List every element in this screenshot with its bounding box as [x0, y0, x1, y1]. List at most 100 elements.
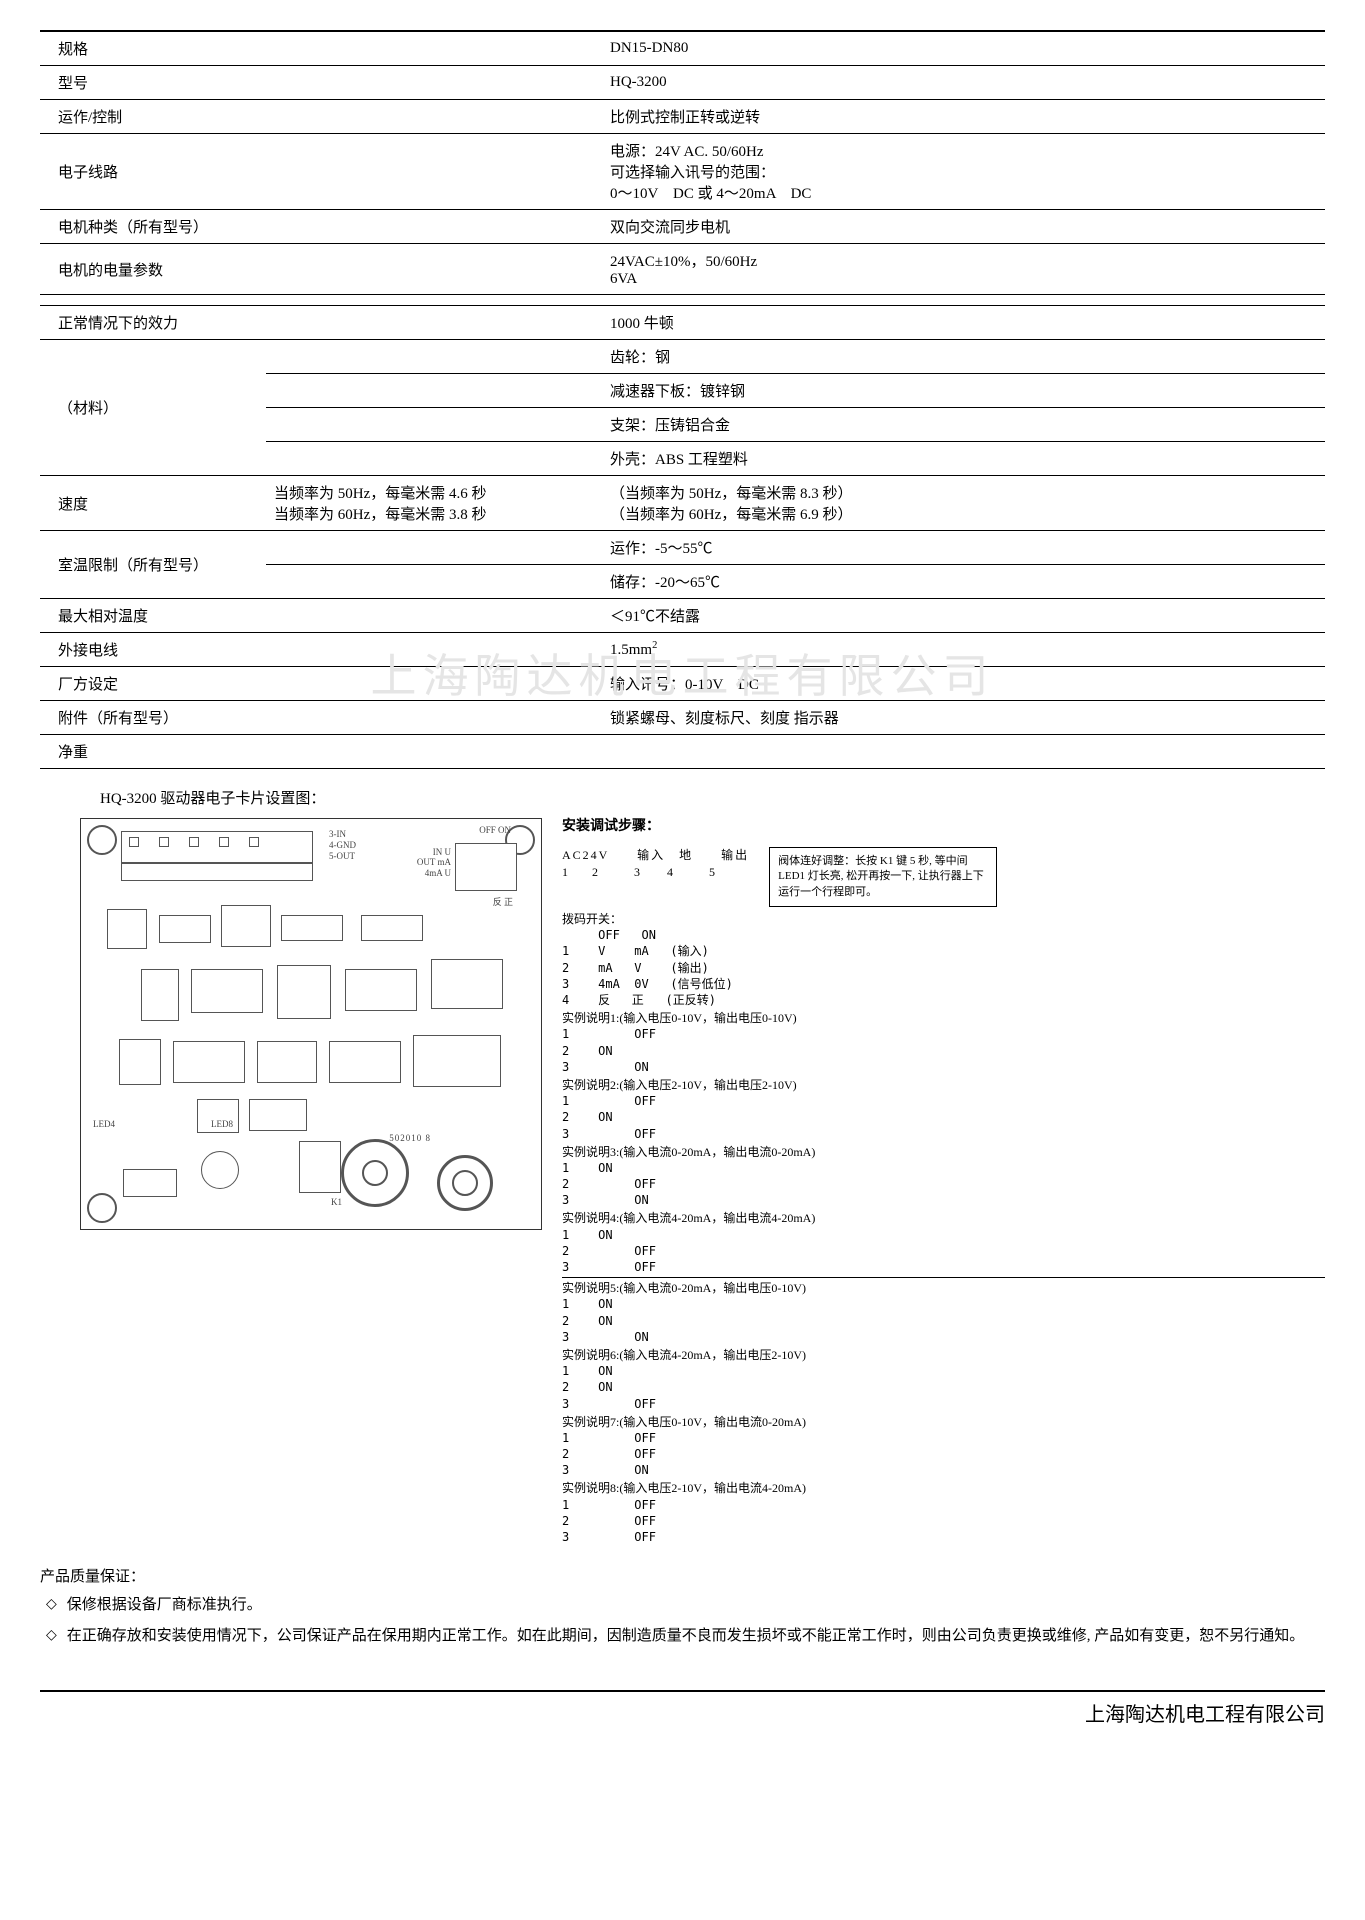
- spec-value: DN15-DN80: [602, 31, 1325, 66]
- spec-value: 锁紧螺母、刻度标尺、刻度 指示器: [602, 701, 1325, 735]
- example-title: 实例说明8:(输入电压2-10V，输出电流4-20mA): [562, 1480, 1325, 1496]
- pcb-label: 反 正: [493, 895, 513, 908]
- spec-value: 运作：-5～55℃: [602, 531, 1325, 565]
- pcb-diagram: 3-IN 4-GND 5-OUT OFF ON IN U OUT mA 4mA …: [80, 818, 542, 1230]
- spec-label: （材料）: [40, 340, 266, 476]
- pcb-section-title: HQ-3200 驱动器电子卡片设置图：: [100, 787, 1325, 808]
- example-title: 实例说明6:(输入电流4-20mA，输出电压2-10V): [562, 1347, 1325, 1363]
- example-line: 2 ON: [562, 1379, 1325, 1395]
- spec-value: 输入讯号：0-10V DC: [602, 667, 1325, 701]
- example-line: 2 OFF: [562, 1243, 1325, 1259]
- spec-label: 最大相对温度: [40, 599, 266, 633]
- pcb-label: 4-GND: [329, 840, 356, 850]
- spec-value: 双向交流同步电机: [602, 210, 1325, 244]
- dip-row: 1 V mA (输入): [562, 943, 1325, 959]
- example-line: 1 OFF: [562, 1093, 1325, 1109]
- adjust-note-box: 阀体连好调整：长按 K1 键 5 秒, 等中间 LED1 灯长亮, 松开再按一下…: [769, 847, 997, 907]
- example-block: 实例说明6:(输入电流4-20mA，输出电压2-10V)1 ON2 ON3 OF…: [562, 1347, 1325, 1412]
- spec-mid: [266, 66, 602, 100]
- steps-title: 安装调试步骤：: [562, 818, 1325, 837]
- diamond-bullet-icon: ◇: [46, 1592, 57, 1617]
- spec-mid: [266, 31, 602, 66]
- spec-mid: [266, 599, 602, 633]
- example-line: 3 ON: [562, 1059, 1325, 1075]
- example-title: 实例说明7:(输入电压0-10V，输出电流0-20mA): [562, 1414, 1325, 1430]
- pcb-label: OFF ON: [479, 825, 511, 835]
- spec-mid: [266, 306, 602, 340]
- spec-mid: [266, 340, 602, 374]
- spec-label: 室温限制（所有型号）: [40, 531, 266, 599]
- spec-mid: [266, 134, 602, 210]
- quality-section: 产品质量保证： ◇保修根据设备厂商标准执行。◇在正确存放和安装使用情况下，公司保…: [40, 1565, 1325, 1650]
- pcb-k1-label: K1: [331, 1197, 342, 1207]
- footer-company: 上海陶达机电工程有限公司: [40, 1690, 1325, 1727]
- spec-value: （当频率为 50Hz，每毫米需 8.3 秒）（当频率为 60Hz，每毫米需 6.…: [602, 476, 1325, 531]
- example-line: 1 OFF: [562, 1026, 1325, 1042]
- example-block: 实例说明1:(输入电压0-10V，输出电压0-10V)1 OFF2 ON3 ON: [562, 1010, 1325, 1075]
- example-title: 实例说明2:(输入电压2-10V，输出电压2-10V): [562, 1077, 1325, 1093]
- spec-label: 净重: [40, 735, 266, 769]
- dip-header: 拨码开关：: [562, 911, 1325, 927]
- pcb-label: OUT mA: [417, 857, 451, 867]
- spec-label: 附件（所有型号）: [40, 701, 266, 735]
- spec-label: 正常情况下的效力: [40, 306, 266, 340]
- example-block: 实例说明4:(输入电流4-20mA，输出电流4-20mA)1 ON2 OFF3 …: [562, 1210, 1325, 1275]
- example-title: 实例说明5:(输入电流0-20mA，输出电压0-10V): [562, 1280, 1325, 1296]
- example-line: 3 ON: [562, 1329, 1325, 1345]
- spec-label: 外接电线: [40, 633, 266, 667]
- example-line: 3 OFF: [562, 1126, 1325, 1142]
- terminal-header: AC24V 输入 地 输出: [562, 847, 749, 864]
- diamond-bullet-icon: ◇: [46, 1623, 57, 1648]
- terminal-block: AC24V 输入 地 输出 1 2 3 4 5: [562, 847, 749, 881]
- example-line: 2 OFF: [562, 1513, 1325, 1529]
- spec-label: 电机的电量参数: [40, 244, 266, 295]
- example-line: 1 ON: [562, 1160, 1325, 1176]
- pcb-led8-label: LED8: [211, 1119, 233, 1129]
- spec-value: 减速器下板：镀锌钢: [602, 374, 1325, 408]
- example-title: 实例说明1:(输入电压0-10V，输出电压0-10V): [562, 1010, 1325, 1026]
- quality-text: 保修根据设备厂商标准执行。: [67, 1592, 262, 1619]
- spec-label: 电机种类（所有型号）: [40, 210, 266, 244]
- pcb-led4-label: LED4: [93, 1119, 115, 1129]
- example-line: 3 ON: [562, 1462, 1325, 1478]
- spec-label: 电子线路: [40, 134, 266, 210]
- spec-label: 厂方设定: [40, 667, 266, 701]
- dip-cols: OFF ON: [562, 927, 1325, 943]
- spec-value: 24VAC±10%，50/60Hz6VA: [602, 244, 1325, 295]
- spec-label: 型号: [40, 66, 266, 100]
- pcb-label: 4mA U: [425, 868, 451, 878]
- example-divider: [562, 1277, 1325, 1278]
- example-line: 2 ON: [562, 1043, 1325, 1059]
- example-line: 2 ON: [562, 1313, 1325, 1329]
- example-block: 实例说明3:(输入电流0-20mA，输出电流0-20mA)1 ON2 OFF3 …: [562, 1144, 1325, 1209]
- spec-mid: 当频率为 50Hz，每毫米需 4.6 秒当频率为 60Hz，每毫米需 3.8 秒: [266, 476, 602, 531]
- spec-value: 比例式控制正转或逆转: [602, 100, 1325, 134]
- spec-value: 储存：-20～65℃: [602, 565, 1325, 599]
- example-line: 1 OFF: [562, 1430, 1325, 1446]
- spec-value: 1.5mm2: [602, 633, 1325, 667]
- dip-row: 3 4mA 0V (信号低位): [562, 976, 1325, 992]
- spec-mid: [266, 531, 602, 565]
- spec-mid: [266, 374, 602, 408]
- quality-item: ◇在正确存放和安装使用情况下，公司保证产品在保用期内正常工作。如在此期间，因制造…: [46, 1623, 1325, 1650]
- example-line: 1 ON: [562, 1363, 1325, 1379]
- example-line: 2 OFF: [562, 1446, 1325, 1462]
- lower-area: 3-IN 4-GND 5-OUT OFF ON IN U OUT mA 4mA …: [40, 818, 1325, 1545]
- spec-mid: [266, 244, 602, 295]
- spec-label: 速度: [40, 476, 266, 531]
- terminal-nums: 1 2 3 4 5: [562, 864, 749, 881]
- spec-mid: [266, 701, 602, 735]
- example-title: 实例说明3:(输入电流0-20mA，输出电流0-20mA): [562, 1144, 1325, 1160]
- dip-row: 4 反 正 (正反转): [562, 992, 1325, 1008]
- spec-mid: [266, 633, 602, 667]
- example-block: 实例说明8:(输入电压2-10V，输出电流4-20mA)1 OFF2 OFF3 …: [562, 1480, 1325, 1545]
- example-line: 3 OFF: [562, 1396, 1325, 1412]
- spec-value: ＜91℃不结露: [602, 599, 1325, 633]
- spec-mid: [266, 565, 602, 599]
- example-line: 3 OFF: [562, 1259, 1325, 1275]
- example-line: 1 ON: [562, 1296, 1325, 1312]
- example-line: 3 ON: [562, 1192, 1325, 1208]
- example-line: 3 OFF: [562, 1529, 1325, 1545]
- pcb-label: 3-IN: [329, 829, 346, 839]
- example-title: 实例说明4:(输入电流4-20mA，输出电流4-20mA): [562, 1210, 1325, 1226]
